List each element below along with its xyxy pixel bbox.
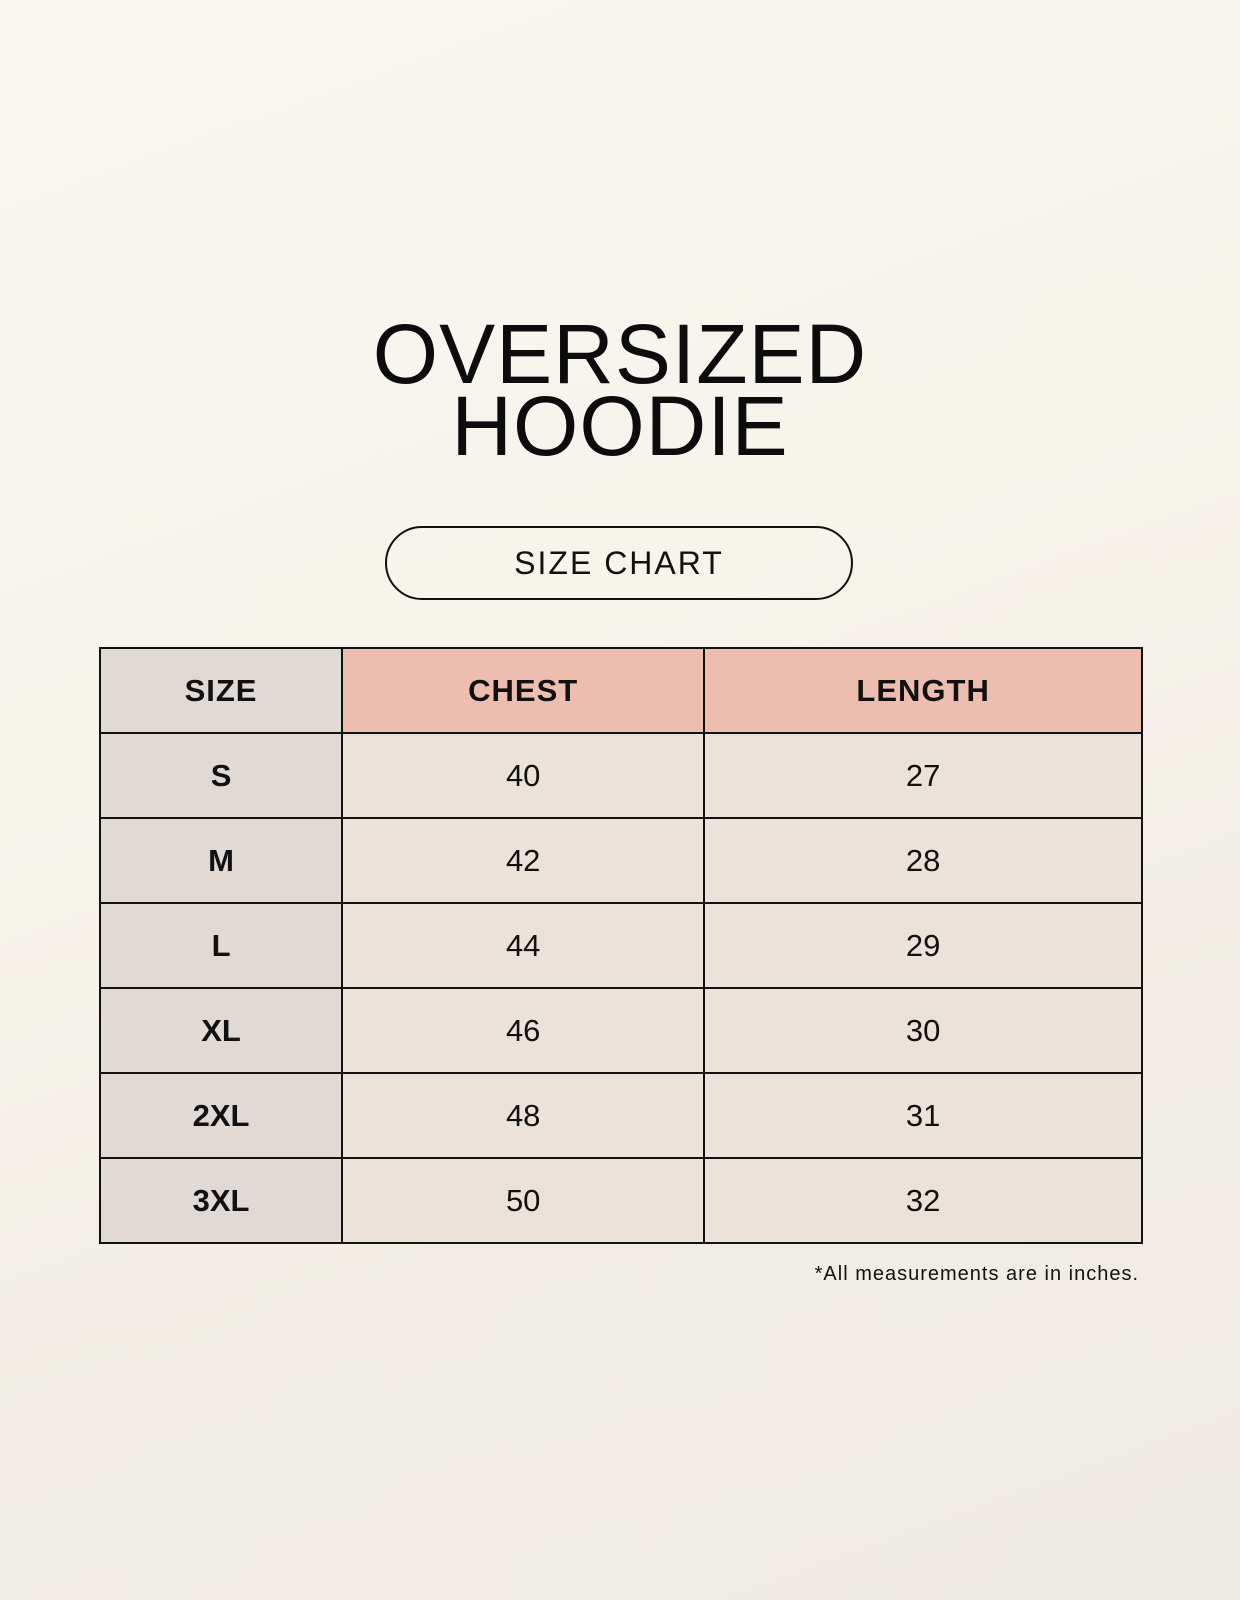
table-row: 2XL 48 31 <box>98 1072 1143 1159</box>
header-chest: CHEST <box>341 647 706 734</box>
measurement-note: *All measurements are in inches. <box>814 1263 1139 1285</box>
header-size: SIZE <box>98 647 344 734</box>
cell-chest: 42 <box>341 817 706 904</box>
cell-size: S <box>98 732 344 819</box>
cell-length: 30 <box>703 987 1143 1074</box>
cell-length: 28 <box>703 817 1143 904</box>
cell-length: 27 <box>703 732 1143 819</box>
size-table: SIZE CHEST LENGTH S 40 27 M 42 28 L 44 29 XL 46 30 2… <box>98 647 1143 1244</box>
header-length: LENGTH <box>703 647 1143 734</box>
table-row: 3XL 50 32 <box>98 1157 1143 1244</box>
cell-size: M <box>98 817 344 904</box>
table-row: S 40 27 <box>98 732 1143 819</box>
page-title: OVERSIZED HOODIE <box>0 307 1240 473</box>
table-row: XL 46 30 <box>98 987 1143 1074</box>
cell-chest: 40 <box>341 732 706 819</box>
cell-length: 31 <box>703 1072 1143 1159</box>
table-row: M 42 28 <box>98 817 1143 904</box>
cell-size: 2XL <box>98 1072 344 1159</box>
cell-chest: 44 <box>341 902 706 989</box>
cell-size: 3XL <box>98 1157 344 1244</box>
cell-size: XL <box>98 987 344 1074</box>
table-row: L 44 29 <box>98 902 1143 989</box>
title-line-2: HOODIE <box>451 379 789 473</box>
size-chart-label: SIZE CHART <box>385 526 853 600</box>
table-header-row: SIZE CHEST LENGTH <box>98 647 1143 734</box>
cell-length: 32 <box>703 1157 1143 1244</box>
cell-size: L <box>98 902 344 989</box>
cell-chest: 48 <box>341 1072 706 1159</box>
cell-chest: 50 <box>341 1157 706 1244</box>
title-line-1: OVERSIZED <box>372 307 868 401</box>
cell-length: 29 <box>703 902 1143 989</box>
cell-chest: 46 <box>341 987 706 1074</box>
